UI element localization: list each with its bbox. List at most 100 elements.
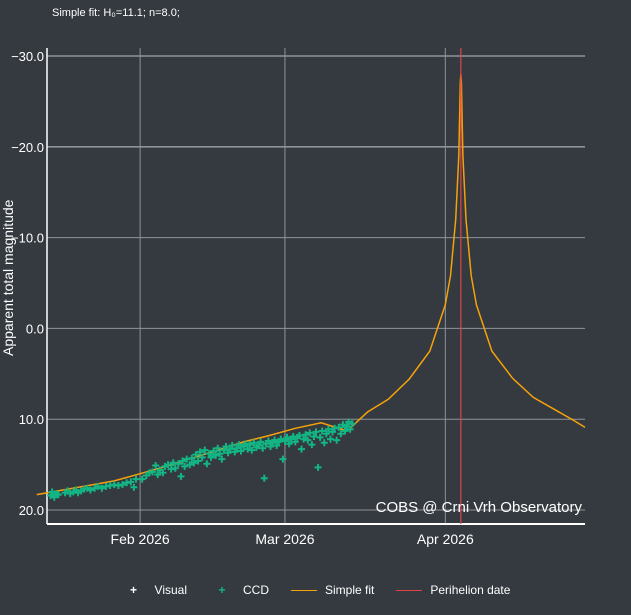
ccd-point [266, 442, 274, 450]
ccd-point [86, 486, 94, 494]
ccd-point [271, 436, 279, 444]
ccd-point [196, 448, 204, 456]
ccd-point [188, 454, 196, 462]
ccd-point [308, 441, 316, 449]
ccd-point [224, 449, 232, 457]
ccd-point [154, 471, 162, 479]
ccd-point [314, 463, 322, 471]
ccd-point [98, 484, 106, 492]
ccd-point [316, 433, 324, 441]
ccd-point [205, 450, 213, 458]
ccd-point [198, 453, 206, 461]
ccd-point [248, 446, 256, 454]
ccd-point [132, 475, 140, 483]
fit-subtitle: Simple fit: H₀=11.1; n=8.0; [52, 7, 180, 19]
x-tick-label: Apr 2026 [417, 531, 474, 547]
ccd-point [341, 427, 349, 435]
x-tick-label: Mar 2026 [255, 531, 314, 547]
ccd-point [237, 447, 245, 455]
ccd-point [324, 425, 332, 433]
legend-label-fit: Simple fit [325, 583, 375, 597]
plus-marker-icon: + [130, 583, 138, 597]
ccd-point [119, 481, 127, 489]
ccd-point [179, 457, 187, 465]
ccd-point [250, 439, 258, 447]
ccd-point [283, 433, 291, 441]
grid [47, 48, 585, 524]
ccd-point [273, 442, 281, 450]
y-tick-label: −30.0 [11, 49, 44, 64]
legend-item-perihelion[interactable]: Perihelion date [396, 583, 510, 597]
ccd-point [226, 445, 234, 453]
ccd-point [203, 460, 211, 468]
ccd-point [48, 488, 56, 496]
ccd-point [264, 437, 272, 445]
ccd-point [233, 444, 241, 452]
legend: + Visual + CCD Simple fit Perihelion dat… [0, 583, 631, 597]
ccd-point [171, 464, 179, 472]
ccd-point [281, 437, 289, 445]
source-annotation: COBS @ Crni Vrh Observatory [375, 499, 582, 516]
ccd-point [201, 446, 209, 454]
y-axis-label: Apparent total magnitude [0, 199, 16, 356]
ccd-point [298, 445, 306, 453]
y-tick-label: −20.0 [11, 140, 44, 155]
ccd-point [47, 491, 55, 499]
ccd-point [228, 442, 236, 450]
ccd-point [255, 442, 263, 450]
y-tick-label: 10.0 [19, 412, 44, 427]
line-swatch-icon [291, 583, 318, 597]
ccd-point [235, 441, 243, 449]
legend-label-perihelion: Perihelion date [430, 583, 511, 597]
ccd-point [302, 431, 310, 439]
ccd-point [345, 418, 353, 426]
ccd-point [291, 438, 299, 446]
legend-item-ccd[interactable]: + CCD [209, 583, 270, 597]
line-swatch-icon [396, 583, 423, 597]
ccd-point [320, 439, 328, 447]
ccd-point [207, 453, 215, 461]
legend-item-visual[interactable]: + Visual [121, 583, 187, 597]
legend-label-visual: Visual [154, 583, 188, 597]
ccd-point [54, 491, 62, 499]
fit-series [36, 74, 586, 496]
ccd-point [326, 435, 334, 443]
ccd-point [159, 469, 167, 477]
ccd-point [164, 461, 172, 469]
ccd-point [220, 446, 228, 454]
ccd-point [257, 438, 265, 446]
ccd-point [279, 455, 287, 463]
fit-line [36, 74, 586, 496]
legend-item-fit[interactable]: Simple fit [291, 583, 374, 597]
ccd-point [260, 474, 268, 482]
ccd-series [47, 418, 356, 501]
ccd-point [177, 472, 185, 480]
ccd-point [348, 420, 356, 428]
ccd-point [295, 432, 303, 440]
plus-marker-icon: + [218, 583, 226, 597]
ccd-point [186, 461, 194, 469]
ccd-point [212, 452, 220, 460]
ccd-point [337, 430, 345, 438]
y-tick-label: −10.0 [11, 231, 44, 246]
ccd-point [50, 493, 58, 501]
ccd-point [312, 428, 320, 436]
ccd-point [218, 455, 226, 463]
ccd-point [322, 430, 330, 438]
ccd-point [346, 425, 354, 433]
ccd-point [127, 478, 135, 486]
axes [46, 48, 585, 525]
ccd-point [333, 436, 341, 444]
ccd-point [190, 459, 198, 467]
x-tick-label: Feb 2026 [111, 531, 170, 547]
ccd-point [130, 483, 138, 491]
y-tick-label: 0.0 [26, 321, 44, 336]
ccd-point [304, 436, 312, 444]
ccd-point [310, 432, 318, 440]
ccd-point [306, 429, 314, 437]
ccd-point [174, 460, 182, 468]
ccd-point [339, 421, 347, 429]
ccd-point [246, 441, 254, 449]
ccd-point [194, 457, 202, 465]
